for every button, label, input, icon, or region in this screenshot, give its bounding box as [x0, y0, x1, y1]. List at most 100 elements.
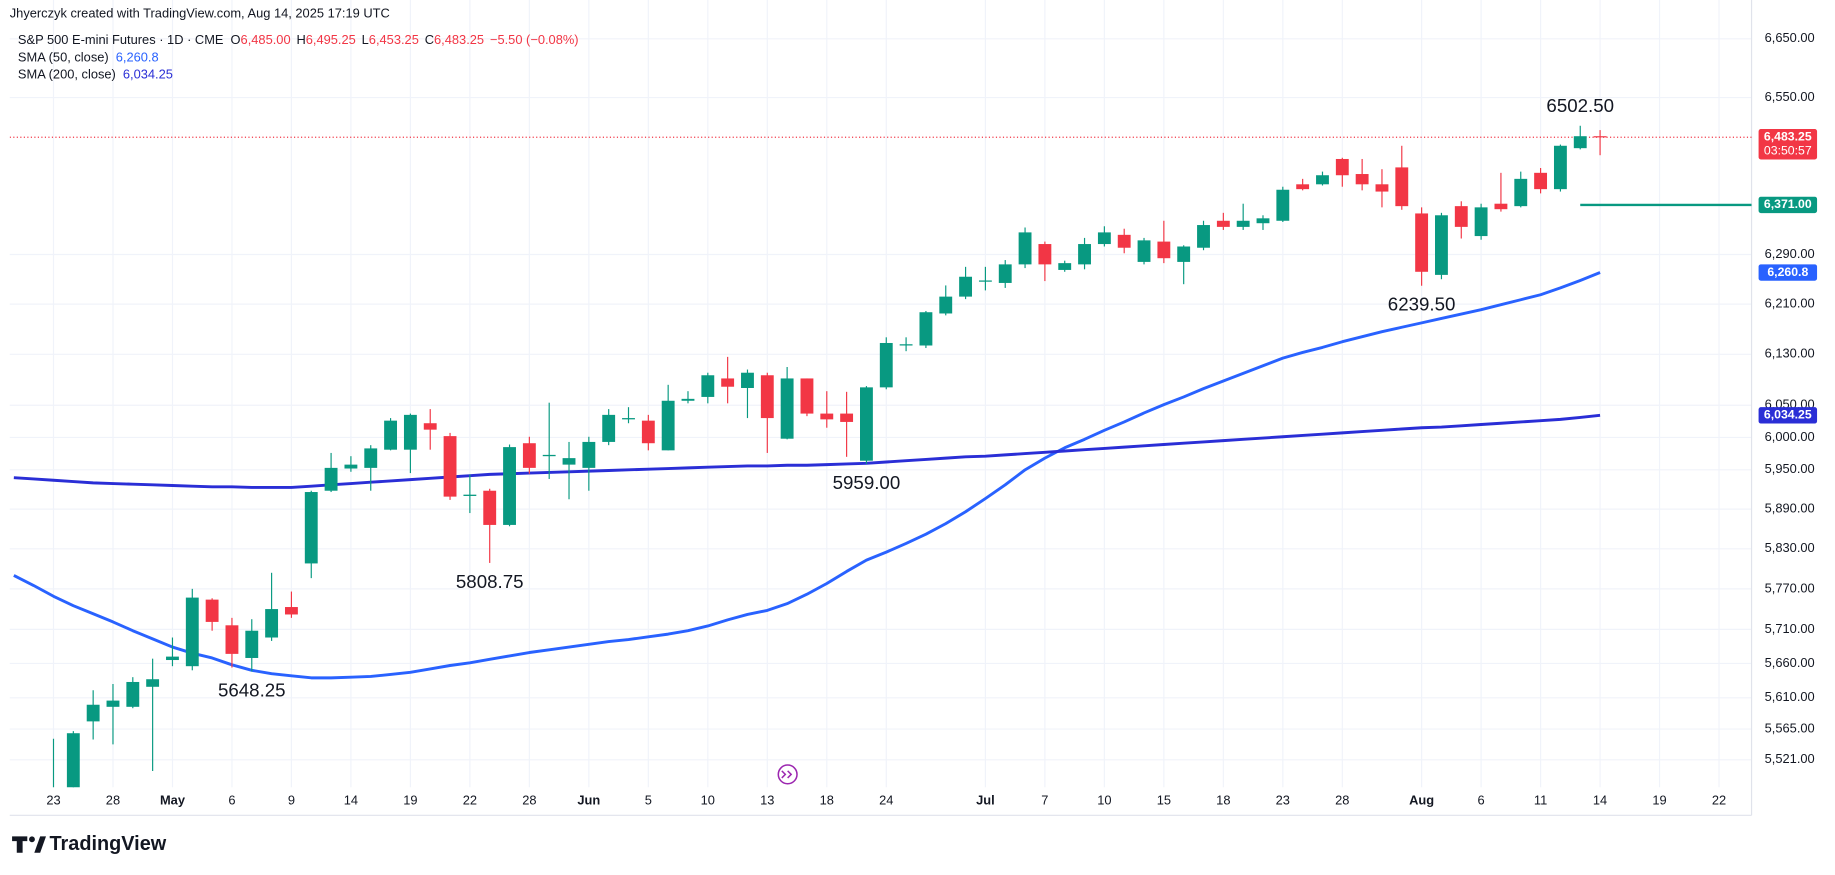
x-tick-label: 9	[288, 793, 295, 808]
x-tick-label: 18	[820, 793, 834, 808]
candle-body	[1514, 178, 1528, 207]
x-tick-label: 7	[1041, 793, 1048, 808]
candle-body	[641, 420, 655, 444]
y-tick-label: 6,650.00	[1765, 30, 1815, 45]
candle-body	[562, 458, 576, 465]
candle-body	[899, 344, 913, 346]
candle-body	[1494, 203, 1508, 210]
candle-body	[66, 733, 80, 788]
candle-body	[1276, 189, 1290, 221]
brand-name: TradingView	[50, 833, 167, 855]
x-tick-label: 23	[1276, 793, 1290, 808]
candle-body	[403, 414, 417, 450]
x-tick-label: 24	[879, 793, 893, 808]
ohlc-key: C	[425, 32, 434, 47]
candle-body	[384, 420, 398, 450]
candle-body	[602, 414, 616, 442]
replay-icon[interactable]	[777, 764, 798, 785]
ohlc-key: L	[362, 32, 369, 47]
price-annotation: 5648.25	[218, 679, 286, 700]
candle-body	[661, 400, 675, 451]
y-tick-label: 5,610.00	[1765, 689, 1815, 704]
x-tick-label: 15	[1157, 793, 1171, 808]
indicator-name: SMA (200, close)	[18, 67, 116, 82]
candle-body	[126, 681, 140, 707]
candle-body	[1058, 263, 1072, 270]
candle-body	[463, 494, 477, 496]
candle-body	[939, 296, 953, 314]
price-badge-label: 6,260.8	[1767, 265, 1808, 279]
y-tick-label: 5,890.00	[1765, 500, 1815, 515]
candle-body	[1335, 158, 1349, 176]
candle-body	[1355, 174, 1369, 185]
price-badge	[1758, 264, 1818, 281]
indicator-value: 6,034.25	[123, 67, 173, 82]
x-tick-label: May	[160, 793, 186, 808]
x-tick-label: Jul	[976, 793, 995, 808]
y-tick-label: 6,130.00	[1765, 346, 1815, 361]
candle-body	[860, 387, 873, 461]
x-tick-label: 6	[1478, 793, 1485, 808]
indicator-legend-row: SMA (50, close) 6,260.8	[18, 50, 159, 65]
countdown: 03:50:57	[1764, 144, 1812, 158]
ohlc-key: H	[296, 32, 305, 47]
candle-body	[978, 280, 992, 282]
candle-body	[1553, 145, 1567, 190]
y-tick-label: 5,660.00	[1765, 655, 1815, 670]
candle-body	[265, 609, 279, 638]
candle-body	[245, 630, 259, 658]
candle-body	[1534, 172, 1548, 190]
candle-body	[1236, 220, 1250, 227]
candle-body	[998, 264, 1012, 283]
x-tick-label: 13	[760, 793, 774, 808]
axes: 5,521.00 5,565.00 5,610.00 5,660.00 5,710.00…	[46, 30, 1818, 808]
candle-body	[1157, 241, 1171, 259]
sma-line	[13, 413, 1601, 489]
brand-logo	[12, 836, 47, 853]
candle-body	[423, 423, 437, 430]
candle-body	[1078, 244, 1091, 265]
candle-body	[146, 679, 160, 687]
candle-body	[304, 492, 318, 564]
x-tick-label: Aug	[1409, 793, 1434, 808]
x-tick-label: Jun	[577, 793, 600, 808]
price-badge	[1758, 196, 1818, 214]
candle-body	[1117, 234, 1131, 248]
candle-body	[1216, 220, 1230, 227]
candle-body	[959, 276, 973, 297]
candle-body	[622, 418, 635, 420]
x-tick-label: 22	[463, 793, 477, 808]
candle-body	[780, 378, 794, 439]
x-tick-label: 10	[701, 793, 715, 808]
x-tick-label: 28	[522, 793, 536, 808]
attribution: Jhyerczyk created with TradingView.com, …	[10, 5, 390, 20]
x-tick-label: 14	[1593, 793, 1607, 808]
y-tick-label: 6,210.00	[1765, 295, 1815, 310]
y-tick-label: 5,770.00	[1765, 580, 1815, 595]
candle-body	[344, 464, 358, 469]
candle-body	[483, 490, 497, 525]
candle-body	[760, 375, 774, 419]
x-tick-label: 23	[46, 793, 60, 808]
indicator-legend: SMA (50, close) 6,260.8 SMA (200, close) 6,…	[18, 50, 173, 82]
y-tick-label: 6,000.00	[1765, 429, 1815, 444]
plot-area	[9, 125, 1752, 788]
candle-body	[166, 656, 179, 661]
y-tick-label: 5,830.00	[1765, 540, 1815, 555]
candle-body	[284, 607, 298, 615]
ohlc-value: 6,485.00	[241, 32, 291, 47]
candle-body	[840, 413, 854, 422]
y-tick-label: 5,710.00	[1765, 621, 1815, 636]
candle-body	[701, 375, 715, 397]
symbol-title: S&P 500 E-mini Futures · 1D · CME	[18, 32, 224, 47]
candle-body	[1296, 184, 1310, 190]
candle-body	[1038, 244, 1052, 265]
candle-body	[86, 704, 100, 722]
price-annotation: 6239.50	[1388, 294, 1456, 315]
y-tick-label: 5,565.00	[1765, 720, 1815, 735]
price-badge-label: 6,371.00	[1764, 197, 1812, 211]
price-badge	[1758, 407, 1818, 424]
ohlc-value: 6,483.25	[434, 32, 484, 47]
